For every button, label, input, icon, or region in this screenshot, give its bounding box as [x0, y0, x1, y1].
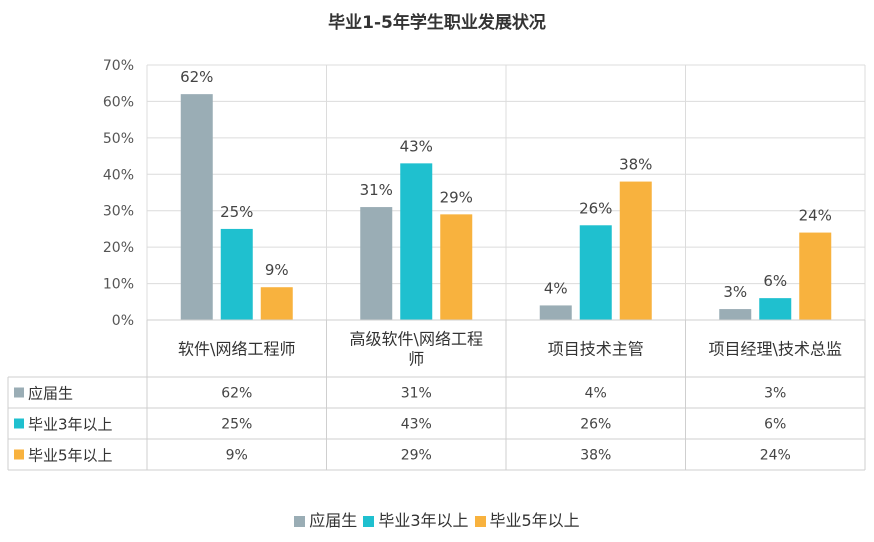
category-label: 项目经理\技术总监: [709, 340, 842, 359]
category-label: 高级软件\网络工程师: [350, 330, 483, 369]
bar-data-label: 9%: [265, 261, 289, 279]
table-series-swatch: [14, 449, 24, 460]
chart-title: 毕业1-5年学生职业发展状况: [328, 13, 546, 33]
table-cell: 43%: [401, 417, 432, 433]
bar-data-label: 25%: [220, 203, 253, 221]
y-tick-label: 60%: [103, 94, 134, 110]
legend-item: 毕业5年以上: [474, 507, 580, 531]
table-series-label: 毕业3年以上: [28, 416, 113, 434]
legend-item: 应届生: [294, 507, 357, 531]
table-series-label: 应届生: [28, 385, 73, 403]
grid-layer: [146, 64, 866, 321]
legend-swatch: [294, 516, 306, 527]
bar-data-label: 38%: [619, 156, 652, 174]
bar-data-label: 6%: [763, 272, 787, 290]
category-label: 项目技术主管: [548, 340, 644, 359]
table-cell: 3%: [764, 386, 786, 402]
bar-data-label: 62%: [180, 68, 213, 86]
bar-data-label: 3%: [723, 283, 747, 301]
legend-swatch: [363, 516, 375, 527]
category-label: 软件\网络工程师: [178, 340, 295, 359]
bar: [180, 94, 213, 321]
bar-data-label: 4%: [544, 279, 568, 297]
table-cell: 26%: [580, 417, 611, 433]
bar-data-label: 26%: [579, 199, 612, 217]
y-tick-label: 30%: [103, 204, 134, 220]
bar: [539, 305, 572, 320]
table-cell: 24%: [760, 448, 791, 464]
table-cell: 62%: [221, 386, 252, 402]
bar: [400, 163, 433, 320]
legend-swatch: [474, 516, 486, 527]
y-tick-label: 20%: [103, 240, 134, 256]
table-cell: 4%: [585, 386, 607, 402]
bar: [360, 207, 393, 320]
y-tick-label: 40%: [103, 167, 134, 183]
table-series-swatch: [14, 387, 24, 398]
bar-data-label: 29%: [440, 188, 473, 206]
legend-label: 应届生: [309, 511, 358, 530]
legend: 应届生 毕业3年以上 毕业5年以上: [0, 507, 874, 531]
table-cell: 38%: [580, 448, 611, 464]
y-tick-label: 10%: [103, 277, 134, 293]
chart-svg: 0% 10% 20% 30% 40% 50% 60% 70% 62% 25% 9% 31% 43% 29…: [7, 58, 866, 471]
y-tick-label: 70%: [103, 58, 134, 74]
bar: [579, 225, 612, 320]
legend-label: 毕业3年以上: [378, 511, 469, 530]
y-tick-label: 50%: [103, 131, 134, 147]
table-cell: 25%: [221, 417, 252, 433]
table-cell: 6%: [764, 417, 786, 433]
table-series-swatch: [14, 418, 24, 429]
table-cell: 31%: [401, 386, 432, 402]
bar: [440, 214, 473, 320]
bar: [220, 228, 253, 320]
bar-data-label: 31%: [360, 181, 393, 199]
y-axis-ticks: 0% 10% 20% 30% 40% 50% 60% 70%: [103, 58, 134, 329]
legend-label: 毕业5年以上: [489, 511, 580, 530]
bar: [619, 181, 652, 320]
bar: [799, 232, 832, 320]
bar: [719, 309, 752, 320]
bar-layer: [180, 94, 832, 321]
y-tick-label: 0%: [112, 313, 134, 329]
data-label-layer: 62% 25% 9% 31% 43% 29% 4% 26% 38% 3% 6% 24%: [180, 68, 832, 301]
bar-data-label: 24%: [799, 207, 832, 225]
legend-item: 毕业3年以上: [363, 507, 469, 531]
bar: [260, 287, 293, 320]
table-series-label: 毕业5年以上: [28, 447, 113, 465]
table-cell: 29%: [401, 448, 432, 464]
bar: [759, 298, 792, 320]
table-cell: 9%: [226, 448, 248, 464]
bar-data-label: 43%: [400, 137, 433, 155]
